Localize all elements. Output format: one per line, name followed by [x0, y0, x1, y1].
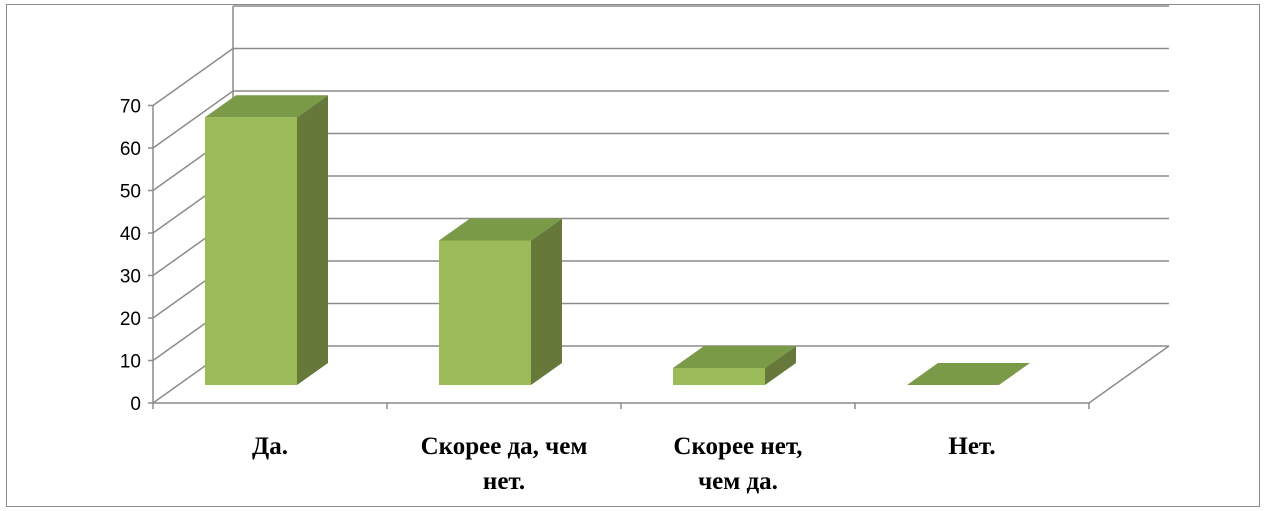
x-category-label: Скорее нет, чем да.: [673, 433, 802, 495]
y-tick-label: 70: [120, 97, 141, 118]
y-tick-label: 50: [120, 182, 141, 203]
bar-top: [673, 346, 796, 368]
bar-side: [531, 218, 562, 385]
bar-top: [439, 218, 562, 241]
gridlines: [152, 5, 1170, 404]
y-tick-label: 40: [120, 224, 141, 245]
bar-front: [673, 368, 765, 385]
bar: [673, 346, 796, 385]
bar-chart: 0 10 20 30 40 50 60 70 Да. Скорее да, чем нет. Ско…: [120, 5, 1170, 495]
y-tick-label: 30: [120, 267, 141, 288]
y-tick-label: 20: [120, 309, 141, 330]
x-category-label: Скорее да, чем нет.: [421, 433, 588, 495]
bars: [205, 95, 1030, 385]
bar-front: [439, 240, 531, 385]
gridline-diagonal: [152, 47, 234, 107]
bar-front: [205, 117, 297, 385]
bar: [205, 95, 328, 385]
bar: [439, 218, 562, 385]
x-category-label: Нет.: [948, 433, 995, 460]
bar-top: [205, 95, 328, 118]
floor-right-edge: [1088, 345, 1170, 404]
bar-top: [907, 363, 1030, 385]
bar: [907, 363, 1030, 385]
gridline-diagonal: [152, 90, 234, 149]
y-tick-label: 10: [120, 352, 141, 373]
x-category-label: Да.: [252, 433, 288, 460]
chart-frame: 0 10 20 30 40 50 60 70 Да. Скорее да, чем нет. Ско…: [6, 4, 1260, 507]
x-axis-categories: Да. Скорее да, чем нет. Скорее нет, чем да. Н…: [252, 433, 996, 495]
bar-side: [765, 346, 796, 385]
y-axis-ticks: 0 10 20 30 40 50 60 70: [120, 97, 141, 416]
y-tick-label: 60: [120, 139, 141, 160]
axes: [148, 104, 1090, 409]
y-tick-label: 0: [130, 394, 141, 415]
bar-side: [297, 95, 328, 385]
